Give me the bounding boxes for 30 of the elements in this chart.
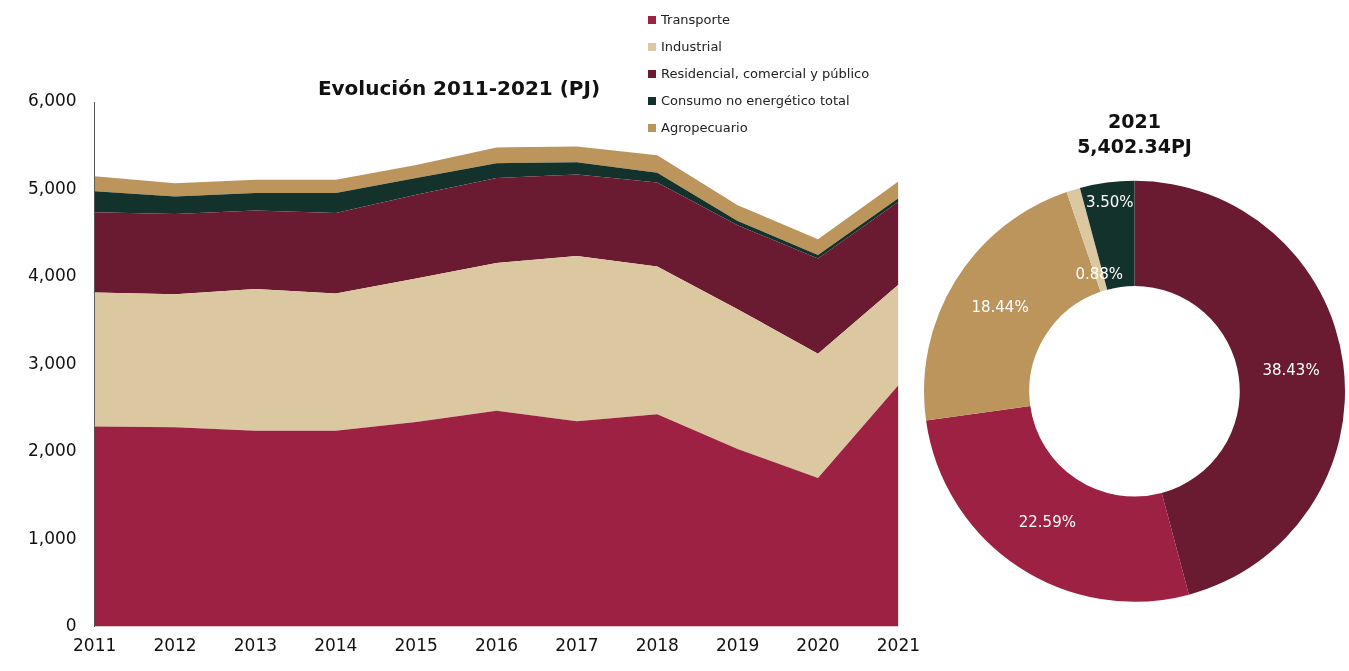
y-tick-label: 0 (65, 615, 77, 636)
x-tick-label: 2017 (555, 635, 599, 656)
chart-title: Evolución 2011-2021 (PJ) (317, 76, 601, 101)
x-tick-label: 2016 (474, 635, 519, 656)
y-tick-label: 2,000 (28, 440, 77, 461)
x-tick-label: 2013 (233, 635, 278, 656)
x-tick-label: 2011 (73, 635, 117, 656)
legend-label: Residencial, comercial y público (661, 66, 870, 81)
x-tick-label: 2018 (635, 635, 679, 656)
x-tick-label: 2012 (153, 635, 197, 656)
legend-label: Agropecuario (661, 120, 748, 135)
legend-label: Consumo no energético total (661, 93, 850, 108)
legend-label: Industrial (661, 39, 722, 54)
data-label: 18.44% (971, 298, 1029, 317)
x-tick-label: 2021 (876, 635, 920, 656)
legend-label: Transporte (661, 12, 730, 27)
y-tick-label: 5,000 (28, 177, 77, 198)
data-label: 38.43% (1262, 360, 1320, 379)
x-tick-label: 2014 (314, 635, 358, 656)
chart-subtitle: 5,402.34PJ (1077, 135, 1192, 158)
x-tick-label: 2015 (394, 635, 438, 656)
y-tick-label: 6,000 (28, 90, 77, 111)
data-label: 3.50% (1085, 193, 1134, 212)
chart-title: 2021 (1108, 110, 1161, 133)
data-label: 22.59% (1018, 512, 1076, 531)
x-tick-label: 2019 (716, 635, 760, 656)
y-tick-label: 3,000 (28, 352, 77, 373)
y-tick-label: 1,000 (28, 527, 77, 548)
y-tick-label: 4,000 (28, 265, 77, 286)
x-tick-label: 2020 (796, 635, 840, 656)
